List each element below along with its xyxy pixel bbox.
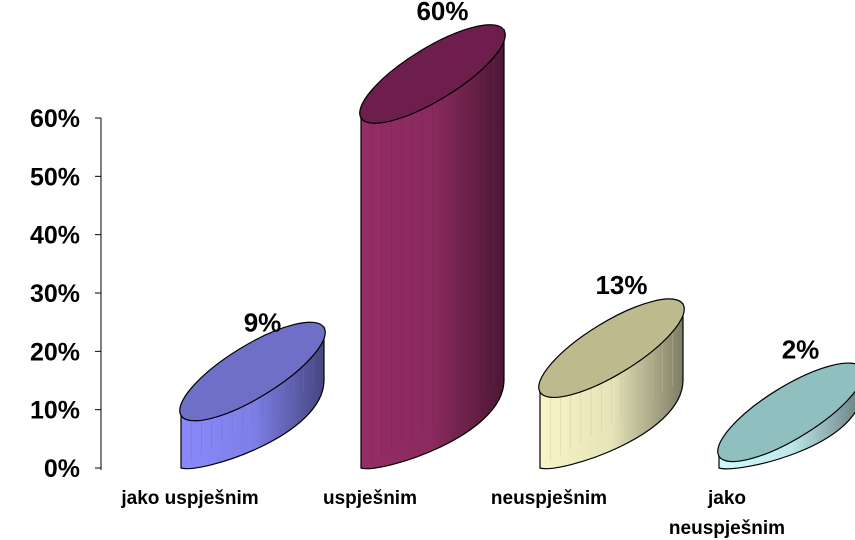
y-axis: 0% 10% 20% 30% 40% 50% 60% xyxy=(30,105,101,483)
y-tick-label: 40% xyxy=(30,222,80,250)
bar-top xyxy=(538,298,685,399)
y-tick-label: 60% xyxy=(30,105,80,133)
category-label: jako neuspješnim xyxy=(669,488,785,539)
y-tick-label: 0% xyxy=(44,455,80,483)
x-axis: jako uspješnim uspješnim neuspješnim jako ne… xyxy=(120,488,785,539)
y-tick-label: 20% xyxy=(30,338,80,366)
bar-top xyxy=(717,362,855,463)
y-tick-label: 10% xyxy=(30,397,80,425)
bar-top xyxy=(359,24,506,124)
data-label: 2% xyxy=(782,334,820,364)
data-label: 9% xyxy=(244,308,282,338)
data-label: 13% xyxy=(595,270,647,300)
category-label: uspješnim xyxy=(323,488,417,509)
bar-top xyxy=(179,321,326,422)
y-tick-label: 50% xyxy=(30,163,80,191)
bars xyxy=(179,24,855,470)
y-tick-label: 30% xyxy=(30,280,80,308)
data-labels: 9% 60% 13% 2% xyxy=(244,0,820,364)
data-label: 60% xyxy=(416,0,468,26)
category-label: jako uspješnim xyxy=(120,488,258,509)
category-label: neuspješnim xyxy=(491,488,607,509)
